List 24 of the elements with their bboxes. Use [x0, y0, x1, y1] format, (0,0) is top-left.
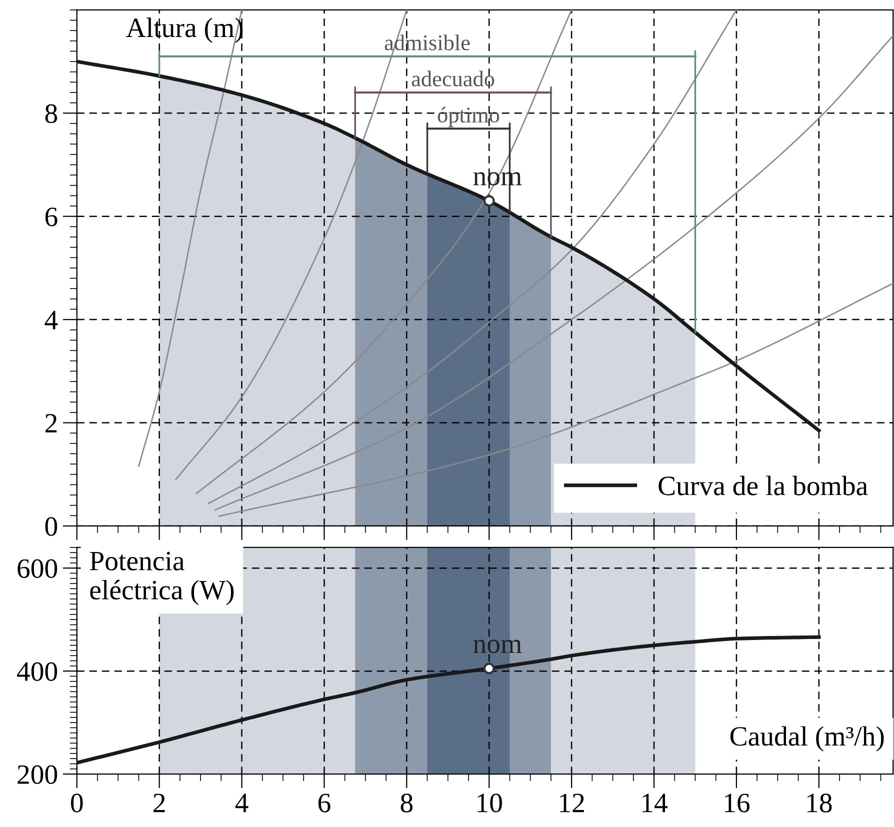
y-tick-label: 8 [45, 104, 58, 124]
legend-label: Curva de la bomba [658, 476, 868, 496]
x-tick-label: 12 [560, 794, 584, 812]
x-axis-title: Caudal (m³/h) [730, 726, 884, 752]
x-tick-label: 0 [71, 794, 83, 812]
x-tick-label: 10 [478, 794, 502, 812]
x-tick-label: 4 [235, 794, 248, 812]
x-tick-label: 16 [725, 794, 750, 812]
y-tick-label: 600 [18, 559, 58, 578]
x-tick-label: 2 [154, 794, 165, 812]
y-tick-label: 0 [45, 517, 58, 536]
band-label: adecuado [412, 70, 494, 86]
x-tick-label: 6 [318, 794, 330, 812]
annotation: nom [473, 640, 522, 654]
x-tick-label: 18 [807, 794, 832, 812]
y-tick-label: 6 [45, 208, 58, 226]
y-tick-label: 200 [18, 765, 58, 784]
y-tick-label: 400 [17, 662, 58, 681]
x-tick-label: 8 [400, 794, 413, 812]
y-tick-label: 2 [45, 414, 57, 432]
y-tick-label: 4 [44, 310, 58, 330]
x-tick-label: 14 [642, 794, 668, 812]
y-axis-title: Altura (m) [126, 18, 243, 43]
y-axis-title: Potencia eléctrica (W) [90, 552, 234, 606]
